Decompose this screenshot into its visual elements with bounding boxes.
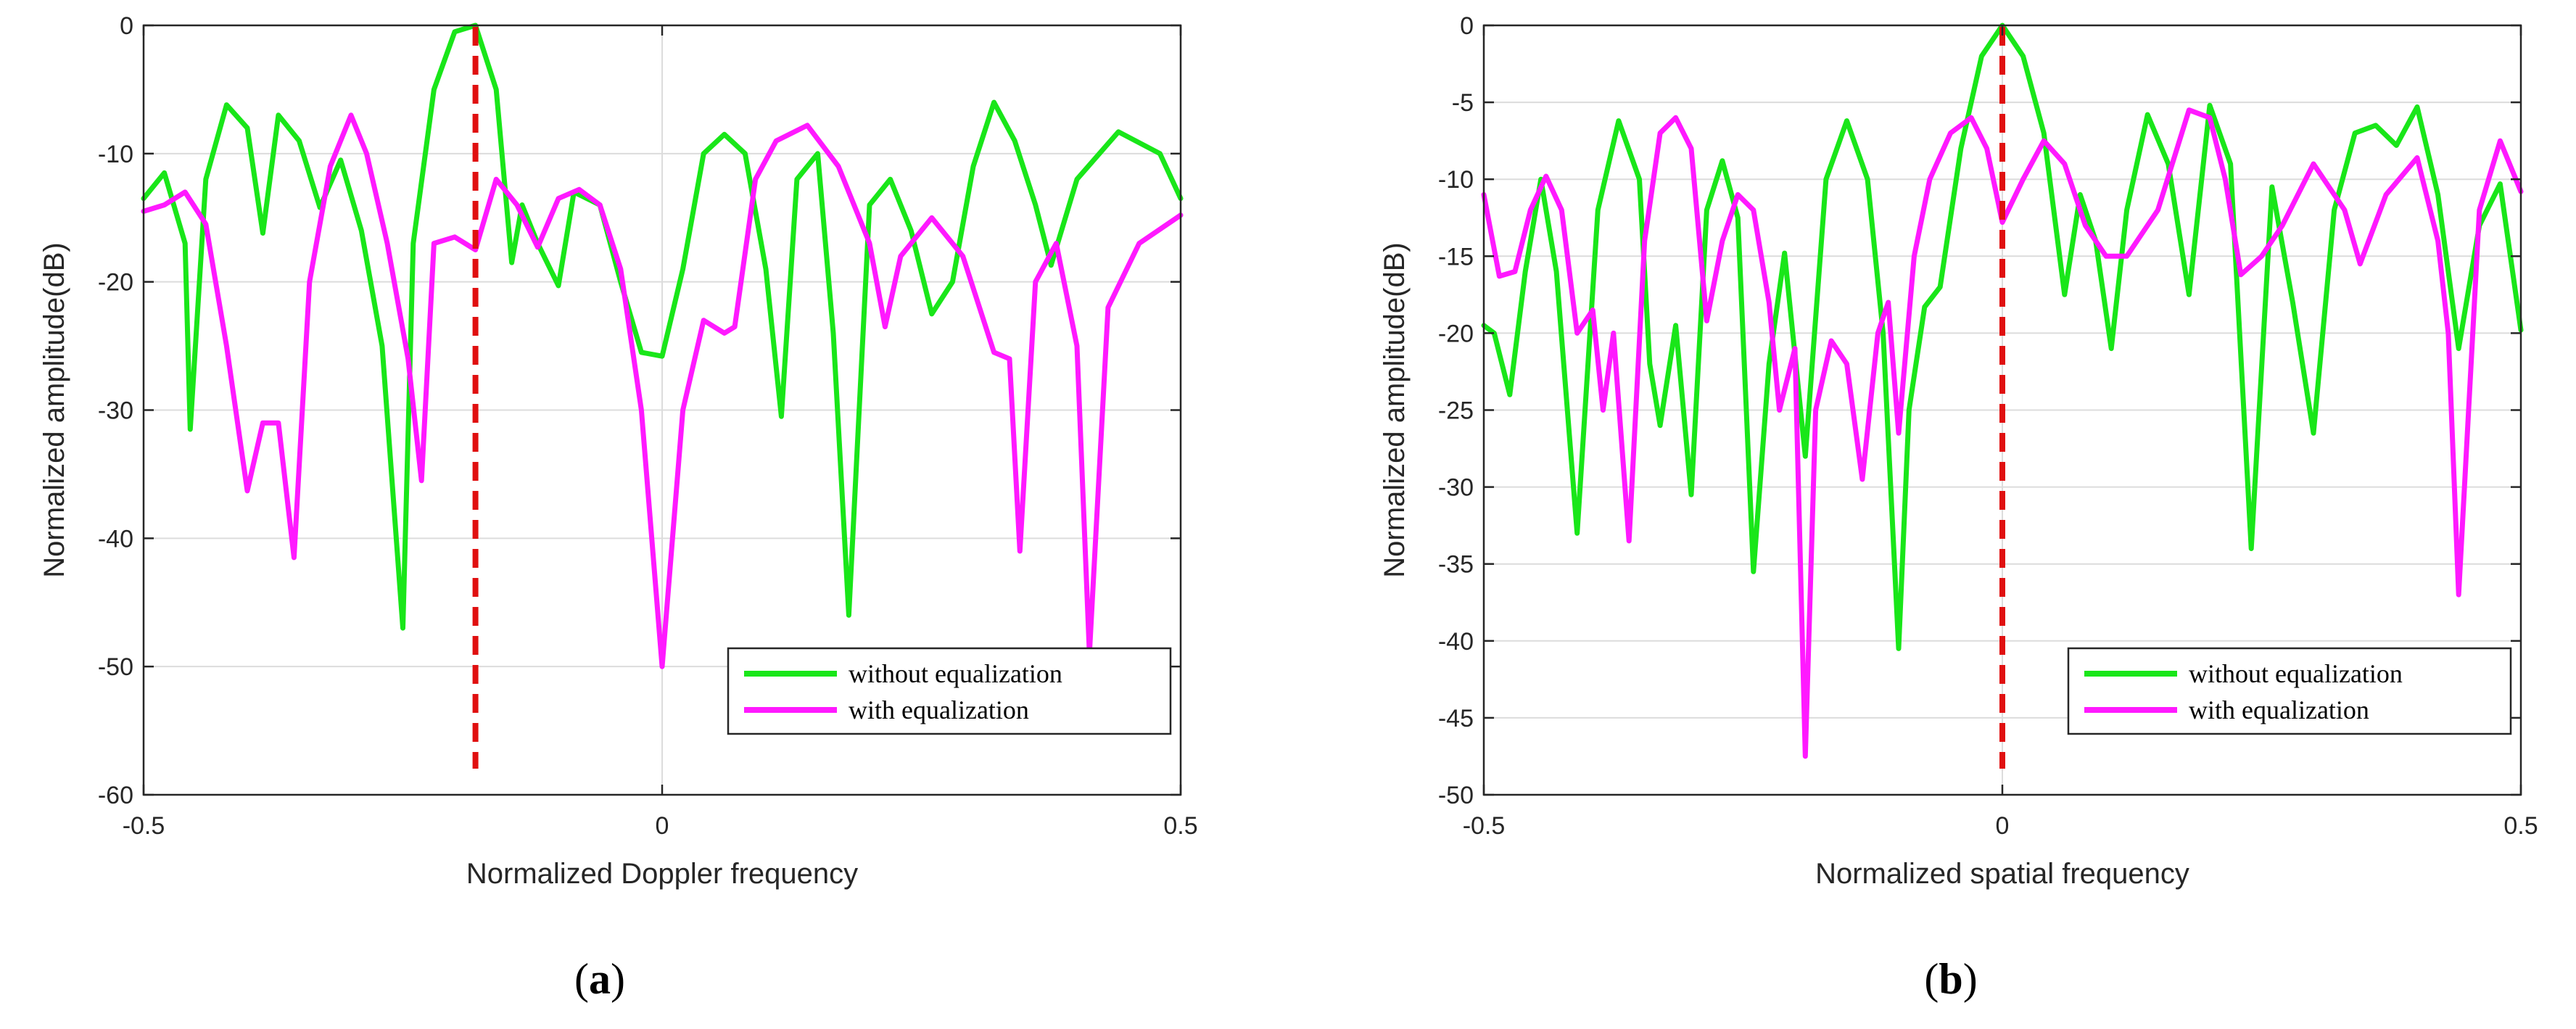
y-tick-label: -60 <box>98 782 133 809</box>
panel-caption: (b) <box>1924 955 1977 1003</box>
y-tick-label: -25 <box>1438 397 1474 425</box>
y-tick-label: -20 <box>1438 320 1474 347</box>
legend-entry: with equalization <box>849 695 1029 724</box>
legend: without equalization with equalization <box>727 647 1172 735</box>
caption-letter: a <box>589 955 611 1003</box>
legend: without equalization with equalization <box>2067 647 2512 735</box>
y-tick-label: -45 <box>1438 705 1474 732</box>
legend-entry: with equalization <box>2189 695 2369 724</box>
x-tick-label: -0.5 <box>1463 812 1506 840</box>
y-tick-label: -50 <box>98 653 133 681</box>
caption-close: ) <box>611 955 625 1003</box>
chart-panel-b: 0 -5 -10 -15 -20 -25 -30 -35 -40 -45 -50 -0.5 0 0.5 No… <box>1379 12 2538 1003</box>
x-axis-label: Normalized Doppler frequency <box>466 858 858 890</box>
y-tick-label: -40 <box>98 525 133 553</box>
y-tick-label: 0 <box>120 12 133 40</box>
caption-open: ( <box>1924 955 1939 1003</box>
y-tick-label: -35 <box>1438 551 1474 579</box>
y-tick-label: -10 <box>1438 166 1474 194</box>
caption-close: ) <box>1963 955 1978 1003</box>
panel-caption: (a) <box>574 955 625 1003</box>
x-tick-label: 0.5 <box>2503 812 2538 840</box>
x-tick-label: -0.5 <box>123 812 165 840</box>
series-line-with-equalization <box>141 112 1184 669</box>
y-tick-label: -30 <box>98 397 133 425</box>
y-tick-label: -50 <box>1438 782 1474 809</box>
caption-letter: b <box>1939 955 1962 1003</box>
y-tick-label: -5 <box>1452 89 1474 117</box>
y-tick-label: -40 <box>1438 628 1474 656</box>
legend-entry: without equalization <box>849 659 1062 688</box>
y-tick-label: 0 <box>1460 12 1474 40</box>
x-tick-label: 0 <box>1996 812 2010 840</box>
y-tick-label: -20 <box>98 269 133 297</box>
y-axis-label: Normalized amplitude(dB) <box>38 242 70 577</box>
caption-open: ( <box>574 955 589 1003</box>
y-tick-label: -10 <box>98 141 133 168</box>
legend-entry: without equalization <box>2189 659 2403 688</box>
y-tick-label: -15 <box>1438 243 1474 270</box>
legend-box <box>727 647 1172 735</box>
x-tick-label: 0 <box>656 812 669 840</box>
x-tick-label: 0.5 <box>1163 812 1197 840</box>
legend-box <box>2067 647 2512 735</box>
chart-panel-a: 0 -10 -20 -30 -40 -50 -60 -0.5 0 0.5 Normalized Do… <box>38 12 1198 1003</box>
series-line-with-equalization <box>1481 107 2524 759</box>
y-tick-label: -30 <box>1438 474 1474 502</box>
y-axis-label: Normalized amplitude(dB) <box>1379 242 1411 577</box>
x-axis-label: Normalized spatial frequency <box>1815 858 2189 890</box>
